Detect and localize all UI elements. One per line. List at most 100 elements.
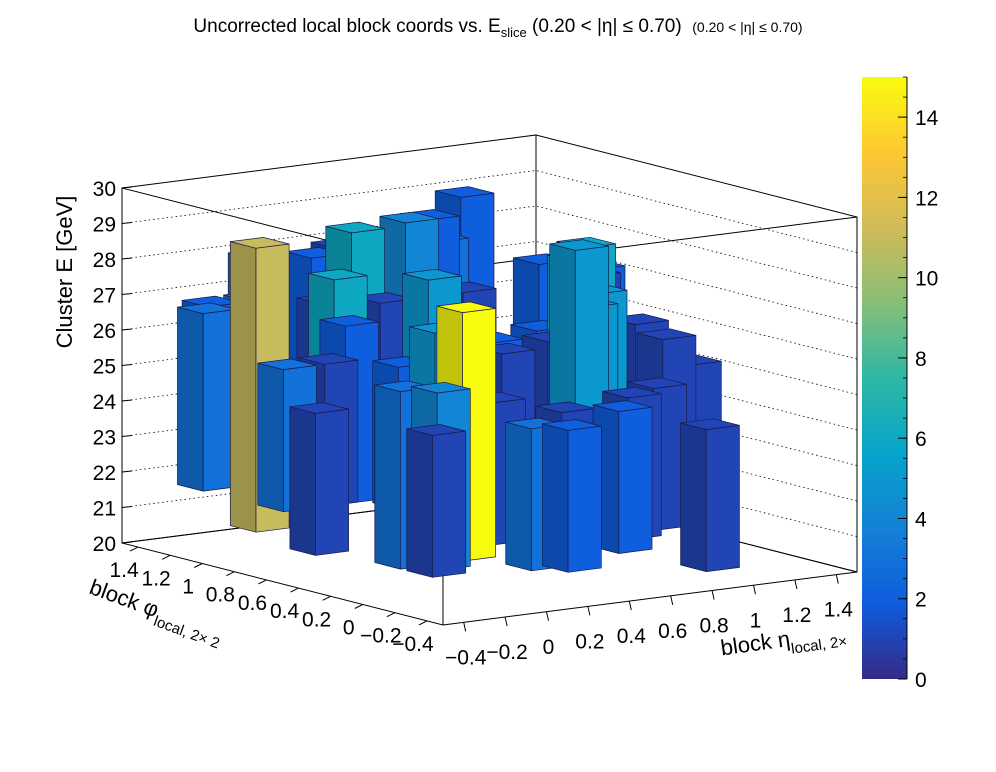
bar-face-top bbox=[593, 400, 653, 412]
bar-face-top bbox=[627, 377, 687, 389]
z-tick bbox=[121, 222, 133, 224]
z-tick bbox=[121, 506, 133, 508]
bar-face-top bbox=[411, 381, 471, 394]
bar bbox=[680, 418, 740, 573]
y-tick-label: 1 bbox=[182, 576, 194, 599]
y-tick-label: 1.2 bbox=[142, 567, 171, 590]
bar-face-top bbox=[435, 186, 495, 198]
y-tick-label: −0.2 bbox=[360, 625, 401, 648]
x-tick-label: 1.4 bbox=[824, 599, 854, 622]
title-subscript: slice bbox=[500, 24, 527, 40]
y-tick bbox=[418, 620, 428, 626]
bar-face-top bbox=[325, 221, 385, 234]
bar-face-top bbox=[637, 328, 696, 340]
z-tick bbox=[121, 293, 133, 295]
z-tick-label: 24 bbox=[93, 391, 117, 414]
bar-face-left bbox=[542, 423, 569, 573]
z-tick bbox=[121, 328, 133, 331]
z-tick bbox=[121, 257, 133, 260]
bar-face-front bbox=[567, 425, 602, 573]
color-scale-bar bbox=[862, 77, 907, 679]
y-tick-label: 0.4 bbox=[270, 600, 300, 623]
bar-face-top bbox=[308, 268, 368, 281]
bar-face-top bbox=[182, 295, 242, 308]
z-tick-label: 22 bbox=[93, 462, 116, 485]
color-scale: 0 2 4 6 8 10 12 14 bbox=[862, 76, 939, 692]
y-tick bbox=[194, 563, 203, 568]
z-tick bbox=[121, 364, 133, 366]
bar-face-top bbox=[535, 401, 595, 413]
z-tick-label: 28 bbox=[93, 249, 116, 272]
bar-face-front bbox=[315, 408, 349, 556]
bar-face-top bbox=[602, 386, 662, 399]
bar-face-front bbox=[618, 406, 653, 554]
x-tick-label: 0.8 bbox=[699, 615, 728, 638]
x-tick-label: 0 bbox=[543, 636, 555, 659]
z-tick-label: 20 bbox=[93, 533, 116, 556]
x-tick bbox=[835, 574, 839, 584]
color-scale-label: 2 bbox=[915, 589, 927, 612]
y-tick bbox=[161, 554, 171, 560]
bar-face-top bbox=[680, 418, 740, 430]
bar-face-left bbox=[289, 406, 316, 556]
bar-face-left bbox=[177, 306, 204, 492]
bar-face-top bbox=[549, 239, 609, 251]
y-tick-label: −0.4 bbox=[392, 633, 434, 656]
z-tick-label: 30 bbox=[93, 178, 116, 201]
y-tick bbox=[354, 604, 363, 609]
bar-face-front bbox=[432, 430, 467, 578]
bar-face-top bbox=[406, 424, 466, 436]
bar-face-left bbox=[505, 421, 532, 572]
bar bbox=[289, 402, 349, 556]
z-tick-label: 26 bbox=[93, 320, 116, 343]
color-scale-label: 8 bbox=[915, 348, 927, 371]
x-tick bbox=[711, 590, 715, 600]
bar bbox=[542, 419, 602, 573]
x-tick bbox=[628, 601, 632, 611]
z-tick bbox=[121, 399, 133, 402]
color-scale-label: 4 bbox=[915, 508, 927, 531]
y-tick-label: 0.8 bbox=[206, 584, 235, 607]
bar bbox=[406, 424, 467, 578]
bar-face-top bbox=[289, 402, 349, 414]
bar bbox=[177, 302, 237, 492]
bar-face-left bbox=[406, 428, 433, 578]
color-scale-label: 6 bbox=[915, 428, 927, 451]
bar-face-left bbox=[680, 422, 707, 573]
bars-layer bbox=[177, 186, 740, 578]
y-tick bbox=[322, 595, 331, 601]
y-tick bbox=[226, 571, 235, 577]
z-tick-label: 23 bbox=[93, 427, 116, 450]
y-tick-label: 0 bbox=[343, 617, 355, 640]
x-tick-label: 0.4 bbox=[617, 625, 647, 648]
y-tick-label: 1.4 bbox=[109, 559, 139, 582]
bar-face-left bbox=[374, 384, 401, 570]
x-tick-label: −0.4 bbox=[445, 646, 487, 669]
z-tick bbox=[121, 186, 133, 189]
y-tick bbox=[129, 546, 139, 552]
bar-face-top bbox=[257, 358, 317, 370]
bar-face-left bbox=[257, 362, 284, 513]
z-axis-label: Cluster E [GeV] bbox=[52, 196, 77, 349]
chart-title: Uncorrected local block coords vs. Eslic… bbox=[0, 16, 996, 40]
x-tick bbox=[546, 611, 549, 621]
bar bbox=[592, 400, 653, 554]
x-tick bbox=[670, 595, 674, 605]
z-tick-label: 27 bbox=[93, 285, 116, 308]
bar-face-top bbox=[299, 353, 358, 365]
color-scale-label: 14 bbox=[915, 107, 939, 130]
bar-face-top bbox=[319, 315, 379, 327]
y-tick bbox=[290, 587, 299, 593]
color-scale-label: 0 bbox=[915, 669, 927, 692]
y-tick bbox=[386, 612, 396, 618]
bar-face-top bbox=[542, 419, 602, 431]
title-condition: (0.20 < |η| ≤ 0.70) bbox=[526, 16, 682, 37]
z-tick-label: 25 bbox=[93, 356, 116, 379]
x-tick-label: 1.2 bbox=[782, 604, 811, 627]
y-tick bbox=[258, 579, 267, 585]
x-tick-label: 0.2 bbox=[575, 630, 604, 653]
color-scale-label: 12 bbox=[915, 187, 938, 210]
z-tick bbox=[121, 470, 133, 473]
bar-face-left bbox=[229, 241, 257, 533]
